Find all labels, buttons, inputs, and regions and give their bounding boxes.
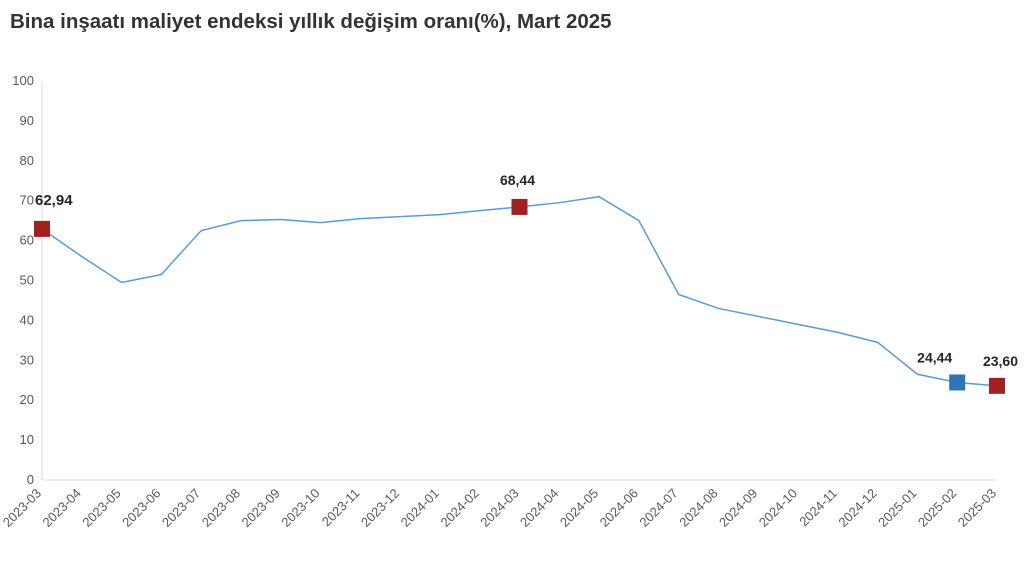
svg-text:2024-01: 2024-01 <box>398 486 442 530</box>
svg-text:2024-12: 2024-12 <box>835 486 879 530</box>
svg-text:2023-11: 2023-11 <box>319 486 363 530</box>
svg-text:50: 50 <box>20 273 34 288</box>
svg-text:23,60: 23,60 <box>983 353 1018 369</box>
svg-text:2023-08: 2023-08 <box>199 486 243 530</box>
svg-text:2024-02: 2024-02 <box>437 486 481 530</box>
svg-text:80: 80 <box>20 153 34 168</box>
svg-text:0: 0 <box>27 472 34 487</box>
svg-text:2023-04: 2023-04 <box>40 486 84 530</box>
svg-text:2023-05: 2023-05 <box>79 486 123 530</box>
svg-text:2024-10: 2024-10 <box>756 486 800 530</box>
svg-text:2024-08: 2024-08 <box>676 486 720 530</box>
svg-text:2023-10: 2023-10 <box>278 486 322 530</box>
svg-text:2024-09: 2024-09 <box>716 486 760 530</box>
svg-text:62,94: 62,94 <box>35 192 73 209</box>
svg-text:2024-04: 2024-04 <box>517 486 561 530</box>
svg-text:90: 90 <box>20 113 34 128</box>
svg-text:2023-07: 2023-07 <box>159 486 203 530</box>
svg-text:40: 40 <box>20 312 34 327</box>
svg-text:2024-03: 2024-03 <box>477 486 521 530</box>
svg-text:20: 20 <box>20 392 34 407</box>
svg-text:70: 70 <box>20 193 34 208</box>
svg-text:2024-05: 2024-05 <box>557 486 601 530</box>
svg-text:2024-11: 2024-11 <box>796 486 840 530</box>
svg-text:2025-02: 2025-02 <box>915 486 959 530</box>
svg-text:100: 100 <box>12 73 34 88</box>
svg-text:2024-06: 2024-06 <box>597 486 641 530</box>
svg-text:2025-01: 2025-01 <box>875 486 919 530</box>
svg-text:2023-06: 2023-06 <box>119 486 163 530</box>
svg-text:60: 60 <box>20 233 34 248</box>
svg-text:2023-03: 2023-03 <box>0 486 44 530</box>
svg-text:24,44: 24,44 <box>917 349 952 365</box>
svg-text:68,44: 68,44 <box>500 172 535 188</box>
svg-text:2023-09: 2023-09 <box>239 486 283 530</box>
svg-text:2025-03: 2025-03 <box>955 486 999 530</box>
svg-text:2023-12: 2023-12 <box>358 486 402 530</box>
svg-text:30: 30 <box>20 352 34 367</box>
svg-text:2024-07: 2024-07 <box>636 486 680 530</box>
svg-text:10: 10 <box>20 432 34 447</box>
